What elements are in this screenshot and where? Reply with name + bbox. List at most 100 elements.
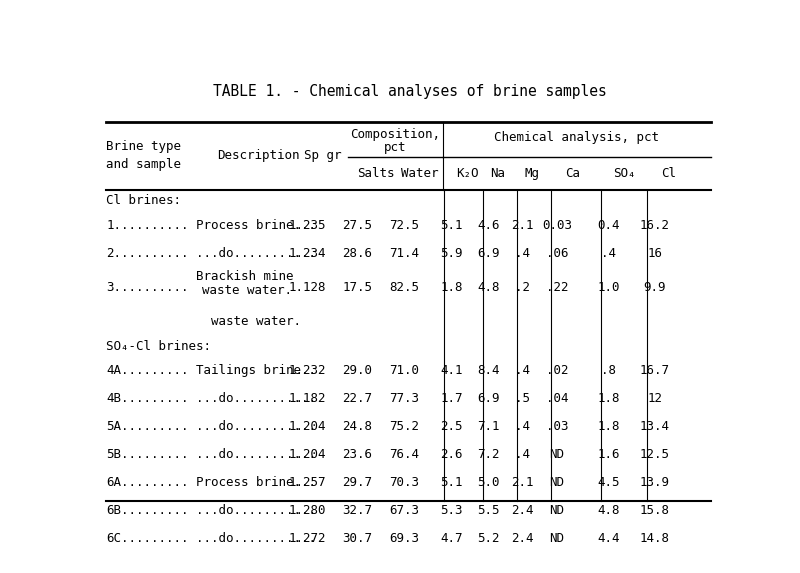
Text: 4B.........: 4B.........	[106, 393, 189, 405]
Text: 30.7: 30.7	[342, 532, 372, 545]
Text: 16.2: 16.2	[640, 219, 670, 232]
Text: 1.8: 1.8	[597, 421, 620, 433]
Text: 17.5: 17.5	[342, 281, 372, 294]
Text: 2.4: 2.4	[511, 504, 534, 517]
Text: 77.3: 77.3	[389, 393, 419, 405]
Text: .02: .02	[546, 364, 568, 378]
Text: 1.234: 1.234	[289, 247, 326, 260]
Text: 1.0: 1.0	[597, 281, 620, 294]
Text: .03: .03	[546, 421, 568, 433]
Text: 13.9: 13.9	[640, 476, 670, 489]
Text: 4.4: 4.4	[597, 532, 620, 545]
Text: 2..........: 2..........	[106, 247, 189, 260]
Text: 82.5: 82.5	[389, 281, 419, 294]
Text: SO₄-Cl brines:: SO₄-Cl brines:	[106, 340, 211, 353]
Text: .8: .8	[601, 364, 616, 378]
Text: 9.9: 9.9	[644, 281, 666, 294]
Text: Na: Na	[490, 167, 505, 180]
Text: 3..........: 3..........	[106, 281, 189, 294]
Text: 12.5: 12.5	[640, 449, 670, 461]
Text: Chemical analysis, pct: Chemical analysis, pct	[494, 131, 659, 144]
Text: 8.4: 8.4	[478, 364, 500, 378]
Text: 5.1: 5.1	[440, 476, 462, 489]
Text: 1..........: 1..........	[106, 219, 189, 232]
Text: Ca: Ca	[565, 167, 580, 180]
Text: 1.272: 1.272	[289, 532, 326, 545]
Text: 16.7: 16.7	[640, 364, 670, 378]
Text: 75.2: 75.2	[389, 421, 419, 433]
Text: 5B.........: 5B.........	[106, 449, 189, 461]
Text: Sp gr: Sp gr	[305, 150, 342, 162]
Text: 5.5: 5.5	[478, 504, 500, 517]
Text: 12: 12	[647, 393, 662, 405]
Text: 1.232: 1.232	[289, 364, 326, 378]
Text: 0.03: 0.03	[542, 219, 572, 232]
Text: 13.4: 13.4	[640, 421, 670, 433]
Text: Process brine...: Process brine...	[196, 476, 316, 489]
Text: .4: .4	[515, 247, 530, 260]
Text: 23.6: 23.6	[342, 449, 372, 461]
Text: 6A.........: 6A.........	[106, 476, 189, 489]
Text: 2.5: 2.5	[440, 421, 462, 433]
Text: 72.5: 72.5	[389, 219, 419, 232]
Text: Mg: Mg	[525, 167, 540, 180]
Text: Cl brines:: Cl brines:	[106, 194, 181, 207]
Text: K₂O: K₂O	[456, 167, 478, 180]
Text: ...do...........: ...do...........	[196, 247, 316, 260]
Text: 2.1: 2.1	[511, 476, 534, 489]
Text: 4.5: 4.5	[597, 476, 620, 489]
Text: Water: Water	[401, 167, 438, 180]
Text: .2: .2	[515, 281, 530, 294]
Text: 76.4: 76.4	[389, 449, 419, 461]
Text: 4.8: 4.8	[597, 504, 620, 517]
Text: 14.8: 14.8	[640, 532, 670, 545]
Text: 5.3: 5.3	[440, 504, 462, 517]
Text: 6C.........: 6C.........	[106, 532, 189, 545]
Text: Composition,: Composition,	[350, 128, 441, 142]
Text: Brine type
and sample: Brine type and sample	[106, 140, 181, 171]
Text: 27.5: 27.5	[342, 219, 372, 232]
Text: Cl: Cl	[661, 167, 676, 180]
Text: 1.204: 1.204	[289, 449, 326, 461]
Text: 7.2: 7.2	[478, 449, 500, 461]
Text: ND: ND	[550, 449, 565, 461]
Text: 6.9: 6.9	[478, 393, 500, 405]
Text: 6B.........: 6B.........	[106, 504, 189, 517]
Text: 16: 16	[647, 247, 662, 260]
Text: 1.257: 1.257	[289, 476, 326, 489]
Text: 2.1: 2.1	[511, 219, 534, 232]
Text: 32.7: 32.7	[342, 504, 372, 517]
Text: 1.8: 1.8	[440, 281, 462, 294]
Text: 1.280: 1.280	[289, 504, 326, 517]
Text: pct: pct	[384, 141, 406, 154]
Text: ND: ND	[550, 504, 565, 517]
Text: 5.0: 5.0	[478, 476, 500, 489]
Text: 5.2: 5.2	[478, 532, 500, 545]
Text: ...do...........: ...do...........	[196, 532, 316, 545]
Text: TABLE 1. - Chemical analyses of brine samples: TABLE 1. - Chemical analyses of brine sa…	[213, 84, 607, 99]
Text: .22: .22	[546, 281, 568, 294]
Text: 71.4: 71.4	[389, 247, 419, 260]
Text: .4: .4	[601, 247, 616, 260]
Text: waste water.: waste water.	[196, 315, 301, 328]
Text: Brackish mine: Brackish mine	[196, 270, 294, 283]
Text: .4: .4	[515, 421, 530, 433]
Text: .4: .4	[515, 449, 530, 461]
Text: ...do...........: ...do...........	[196, 421, 316, 433]
Text: 22.7: 22.7	[342, 393, 372, 405]
Text: 1.235: 1.235	[289, 219, 326, 232]
Text: waste water.: waste water.	[202, 284, 292, 297]
Text: 24.8: 24.8	[342, 421, 372, 433]
Text: 5.9: 5.9	[440, 247, 462, 260]
Text: .04: .04	[546, 393, 568, 405]
Text: 4A.........: 4A.........	[106, 364, 189, 378]
Text: 1.6: 1.6	[597, 449, 620, 461]
Text: Process brine...: Process brine...	[196, 219, 316, 232]
Text: 1.7: 1.7	[440, 393, 462, 405]
Text: 1.128: 1.128	[289, 281, 326, 294]
Text: SO₄: SO₄	[613, 167, 635, 180]
Text: 5A.........: 5A.........	[106, 421, 189, 433]
Text: 5.1: 5.1	[440, 219, 462, 232]
Text: 7.1: 7.1	[478, 421, 500, 433]
Text: 29.0: 29.0	[342, 364, 372, 378]
